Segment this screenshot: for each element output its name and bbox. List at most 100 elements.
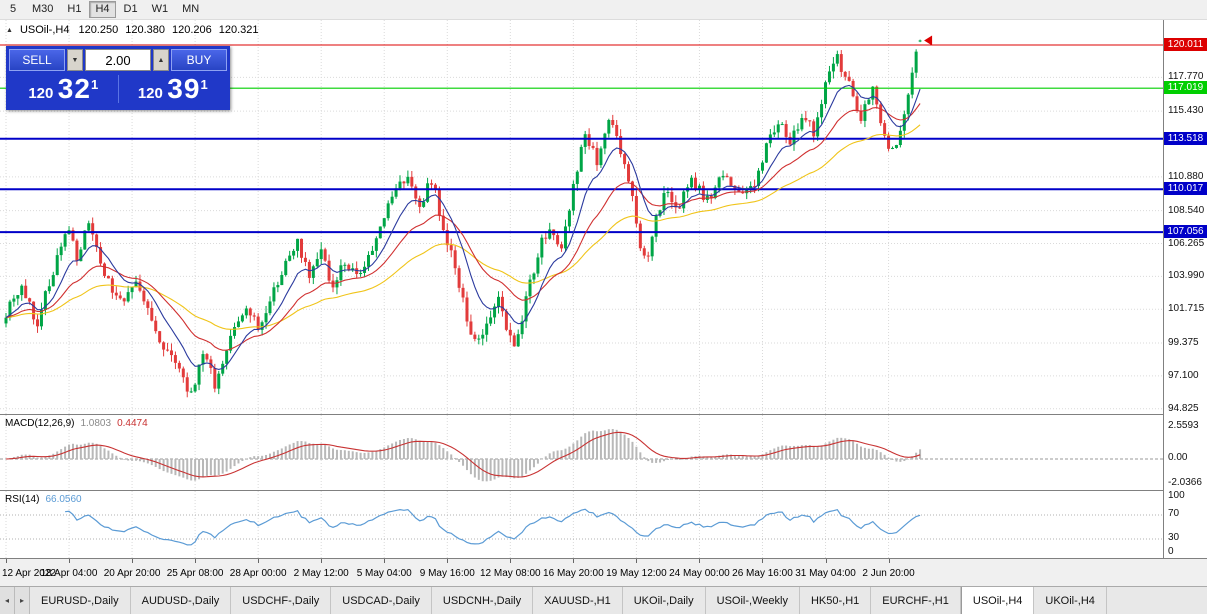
chart-tab-label: EURUSD-,Daily [41,594,119,607]
macd-axis-label: 2.5593 [1168,420,1199,431]
chart-tab[interactable]: USDCAD-,Daily [331,587,432,614]
chart-tab-label: USDCAD-,Daily [342,594,420,607]
chart-tab[interactable]: UKOil-,H4 [1034,587,1107,614]
chart-tab[interactable]: USOil-,Weekly [705,587,800,614]
quote-low: 120.206 [171,24,212,36]
sell-button[interactable]: SELL [9,49,65,71]
macd-indicator-label: MACD(12,26,9) 1.0803 0.4474 [5,418,148,429]
price-axis-label: 115.430 [1168,105,1204,117]
quote-open: 120.250 [78,24,119,36]
price-axis-badge: 110.017 [1164,182,1207,196]
arrow-left-icon: ◂ [4,596,9,605]
time-axis-tick [636,559,638,563]
chart-tab[interactable]: EURCHF-,H1 [871,587,961,614]
price-axis-label: 110.880 [1168,170,1204,182]
time-axis-label: 31 May 04:00 [795,568,856,579]
chart-tab[interactable]: HK50-,H1 [799,587,872,614]
time-axis-label: 2 Jun 20:00 [862,568,915,579]
chart-header: ▲ USOil-,H4 120.250 120.380 120.206 120.… [6,24,259,36]
chart-tab[interactable]: USOil-,H4 [960,587,1035,614]
price-axis-label: 97.100 [1168,369,1199,381]
time-axis-label: 24 May 00:00 [669,568,730,579]
quote-close: 120.321 [218,24,259,36]
rsi-axis-label: 0 [1168,546,1174,557]
timeframe-button[interactable]: D1 [118,1,144,18]
volume-decrease-button[interactable]: ▼ [67,49,83,71]
volume-input[interactable] [85,49,151,71]
price-divider [117,75,119,103]
time-axis[interactable]: 12 Apr 2022 18 Apr 04:00 20 Apr 20:00 25 Ap… [0,558,1207,586]
main-chart-window[interactable]: ▲ USOil-,H4 120.250 120.380 120.206 120.… [0,20,1163,414]
time-axis-tick [762,559,764,563]
chart-tab[interactable]: USDCHF-,Daily [231,587,332,614]
chevron-down-icon: ▼ [71,56,79,64]
quote-high: 120.380 [125,24,165,36]
rsi-axis-label: 70 [1168,508,1180,519]
chart-tab[interactable]: USDCNH-,Daily [431,587,534,614]
chart-tab[interactable]: AUDUSD-,Daily [130,587,232,614]
chevron-up-icon: ▲ [157,56,165,64]
time-axis-tick [132,559,134,563]
sell-price-whole: 120 [28,85,54,102]
chart-tab-label: USOil-,Weekly [716,594,788,607]
chart-tab-label: USOil-,H4 [972,594,1023,607]
volume-increase-button[interactable]: ▲ [153,49,169,71]
rsi-value: 66.0560 [45,494,82,505]
timeframe-button[interactable]: H4 [89,1,116,18]
buy-price[interactable]: 120 391 [119,73,228,105]
time-axis-tick [888,559,890,563]
macd-canvas[interactable] [0,415,1163,490]
tabs-scroll-left-button[interactable]: ◂ [0,587,15,614]
chart-symbol-marker-icon: ▲ [6,26,13,34]
macd-name: MACD(12,26,9) [5,418,75,429]
timeframe-button[interactable]: 5 [2,1,24,18]
buy-button[interactable]: BUY [171,49,227,71]
chart-tab-label: XAUUSD-,H1 [544,594,611,607]
price-axis-badge: 113.518 [1164,131,1207,145]
time-axis-tick [6,559,7,563]
time-axis-tick [510,559,512,563]
time-axis-label: 25 Apr 08:00 [166,568,224,579]
time-axis-label: 26 May 16:00 [732,568,793,579]
rsi-canvas[interactable] [0,491,1163,558]
chart-tab[interactable]: XAUUSD-,H1 [533,587,623,614]
main-chart-canvas[interactable] [0,20,1163,414]
chart-tab[interactable]: UKOil-,Daily [622,587,706,614]
time-axis-label: 5 May 04:00 [356,568,412,579]
chart-tab[interactable]: EURUSD-,Daily [30,587,131,614]
chart-tab-label: HK50-,H1 [810,594,860,607]
price-axis-label: 103.990 [1168,270,1205,282]
chart-tab-bar: ◂ ▸ EURUSD-,Daily AUDUSD-,Daily USDCHF-,Da… [0,586,1207,614]
time-axis-tick [321,559,323,563]
time-axis-label: 16 May 20:00 [543,568,604,579]
chart-tab-label: AUDUSD-,Daily [141,594,220,607]
time-axis-tick [825,559,827,563]
price-axis[interactable]: 117.770 115.430 110.880 108.540 106.265 103.9… [1163,20,1207,558]
rsi-indicator-panel[interactable]: RSI(14) 66.0560 [0,490,1163,558]
timeframe-button[interactable]: W1 [146,1,175,18]
price-axis-badge: 120.011 [1164,37,1207,51]
time-axis-tick [447,559,449,563]
timeframe-toolbar: 5 M30 H1 H4 D1 W1 MN [0,0,1207,20]
timeframe-button[interactable]: MN [176,1,205,18]
chart-symbol-label: USOil-,H4 [19,24,70,36]
macd-indicator-panel[interactable]: MACD(12,26,9) 1.0803 0.4474 [0,414,1163,490]
macd-axis-label: 0.00 [1168,452,1188,463]
price-axis-label: 108.540 [1168,204,1205,216]
timeframe-button[interactable]: H1 [61,1,87,18]
chart-tab-label: UKOil-,Daily [633,594,694,607]
macd-main-value: 1.0803 [80,418,112,429]
macd-signal-value: 0.4474 [117,418,148,429]
one-click-trading-panel: SELL ▼ ▲ BUY 120 321 120 391 [6,46,230,110]
arrow-right-icon: ▸ [19,596,24,605]
tabs-scroll-right-button[interactable]: ▸ [15,587,30,614]
timeframe-button[interactable]: M30 [26,1,59,18]
sell-price[interactable]: 120 321 [9,73,118,105]
rsi-indicator-label: RSI(14) 66.0560 [5,494,82,505]
buy-price-pipette: 1 [200,77,208,92]
chart-tabs: EURUSD-,Daily AUDUSD-,Daily USDCHF-,Daily U… [30,587,1107,614]
chart-tab-label: EURCHF-,H1 [882,594,949,607]
time-axis-label: 18 Apr 04:00 [40,568,98,579]
buy-price-pips: 39 [167,73,201,104]
